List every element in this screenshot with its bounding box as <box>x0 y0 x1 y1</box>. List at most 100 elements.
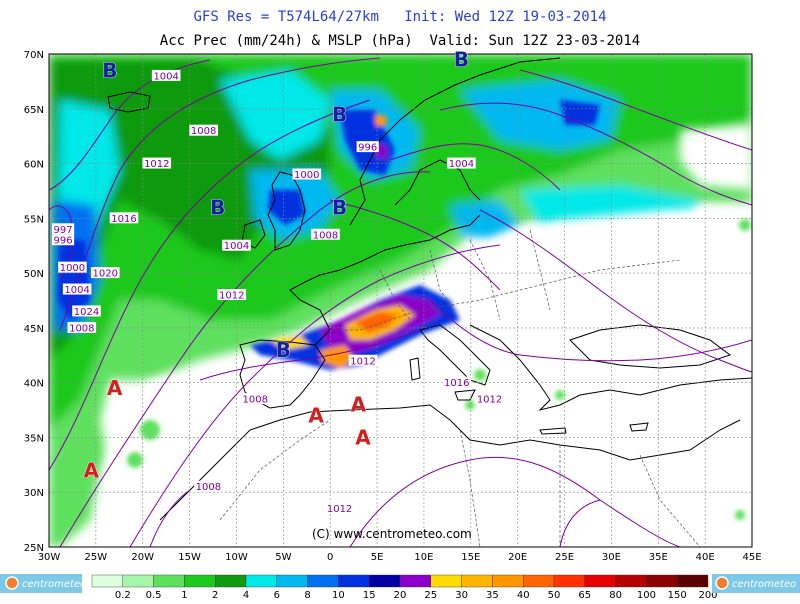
legend-value: 20 <box>394 590 407 600</box>
coast-crete <box>539 427 567 435</box>
longitude-axis: 30W 25W 20W 15W 10W 5W 0 5E 10E 15E 20E 25E 30E 35E 40… <box>38 552 762 563</box>
legend-swatch <box>677 574 709 588</box>
title-line-1: GFS Res = T574L64/27km Init: Wed 12Z 19-… <box>193 9 607 25</box>
isobar-label-bg <box>292 168 322 180</box>
isobar-label-text: 997 <box>54 225 73 236</box>
lat-label: 65N <box>24 105 44 116</box>
coastlines <box>107 57 752 521</box>
isobar-label-text: 996 <box>54 236 73 247</box>
isobar-label-text: 1008 <box>196 482 221 493</box>
legend-value: 15 <box>363 590 376 600</box>
isobar-label-text: 1012 <box>477 395 502 406</box>
isobar-label-bg <box>348 354 378 366</box>
coast-italy <box>419 324 491 386</box>
coast-sardinia <box>409 357 421 381</box>
legend-swatch <box>430 574 462 588</box>
legend-swatch <box>122 574 154 588</box>
lon-label: 10E <box>414 552 433 563</box>
isobar-label-bg <box>189 124 218 136</box>
coast-cyprus <box>629 422 649 432</box>
isobar-label-bg <box>72 305 101 317</box>
isobar-label: 1012 <box>217 289 247 302</box>
isobar-label-bg <box>311 228 340 240</box>
isobar-label-bg <box>356 141 379 153</box>
copyright: (C) www.centrometeo.com <box>312 527 472 541</box>
low-pressure-center: B <box>276 338 291 362</box>
isobar-label: 1004 <box>62 283 92 296</box>
pressure-labels: 1004100810121016102010249979961000100410… <box>51 69 504 515</box>
lat-label: 35N <box>24 433 44 444</box>
legend-swatch <box>492 574 524 588</box>
high-pressure-center: A <box>107 376 123 400</box>
legend-swatch <box>214 574 247 588</box>
lon-label: 15W <box>178 552 201 563</box>
borders <box>219 229 701 547</box>
legend-value: 35 <box>486 590 499 600</box>
isobar-label-bg <box>51 223 75 235</box>
isobar-label: 1008 <box>311 228 340 241</box>
coast-scandinavia <box>349 57 561 226</box>
isobar-label: 1008 <box>194 480 223 493</box>
high-pressure-center: A <box>83 458 99 482</box>
isobar-label-text: 1004 <box>224 241 249 252</box>
legend-swatch <box>307 574 339 588</box>
isobar-label-bg <box>240 393 270 405</box>
isobar-label: 1000 <box>58 261 87 274</box>
map-frame <box>48 53 753 548</box>
isobar-label-text: 1000 <box>60 263 85 274</box>
lat-label: 60N <box>24 160 44 171</box>
isobar-label: 1016 <box>109 212 139 225</box>
lat-label: 45N <box>24 324 44 335</box>
lat-label: 25N <box>24 543 44 554</box>
legend-value: 50 <box>548 590 561 600</box>
legend-value: 6 <box>274 590 280 600</box>
low-pressure-center: B <box>332 195 347 219</box>
lon-label: 30W <box>38 552 61 563</box>
lon-label: 20E <box>508 552 527 563</box>
lat-label: 30N <box>24 488 44 499</box>
legend-value: 4 <box>243 590 249 600</box>
coast-uk <box>267 171 306 251</box>
legend-swatch <box>553 574 585 588</box>
isobar-label-text: 996 <box>358 143 377 154</box>
isobar-label-bg <box>217 289 247 301</box>
low-pressure-center: B <box>210 195 225 219</box>
logo-right-text: centrometeo <box>732 579 796 590</box>
isobar-label: 997 <box>51 223 75 236</box>
lon-label: 5E <box>371 552 384 563</box>
title-line-2: Acc Prec (mm/24h) & MSLP (hPa) Valid: Su… <box>159 33 641 49</box>
legend-swatch <box>91 574 123 588</box>
lon-label: 40E <box>696 552 715 563</box>
isobar-label-bg <box>442 376 472 388</box>
isobar-label-bg <box>58 261 87 273</box>
isobar-label: 1004 <box>222 239 251 252</box>
latitude-axis: 70N 65N 60N 55N 50N 45N 40N 35N 30N 25N <box>24 50 44 554</box>
coast-ireland <box>241 219 266 249</box>
legend-value: 0.5 <box>146 590 162 600</box>
low-pressure-center: B <box>454 47 469 71</box>
legend-value: 1 <box>181 590 187 600</box>
isobar-label-bg <box>67 321 97 333</box>
legend-value: 65 <box>578 590 591 600</box>
isobar-label: 1000 <box>292 168 322 181</box>
legend-value: 10 <box>332 590 345 600</box>
legend-value: 2 <box>212 590 218 600</box>
lon-label: 15E <box>461 552 480 563</box>
isobar-label: 1008 <box>189 124 218 137</box>
lon-label: 25W <box>85 552 108 563</box>
legend-swatch <box>399 574 431 588</box>
isobar-label-text: 1008 <box>242 395 267 406</box>
lon-label: 35E <box>649 552 668 563</box>
legend-value: 25 <box>424 590 437 600</box>
coast-blacksea <box>569 324 732 369</box>
legend-swatch <box>338 574 370 588</box>
coast-iberia <box>239 339 326 409</box>
isobar-label-text: 1020 <box>93 269 118 280</box>
isobar-label-bg <box>51 234 75 246</box>
isobar-label-text: 1008 <box>313 230 338 241</box>
isobar-label: 1012 <box>325 502 354 515</box>
lon-label: 5W <box>275 552 291 563</box>
lat-label: 50N <box>24 269 44 280</box>
